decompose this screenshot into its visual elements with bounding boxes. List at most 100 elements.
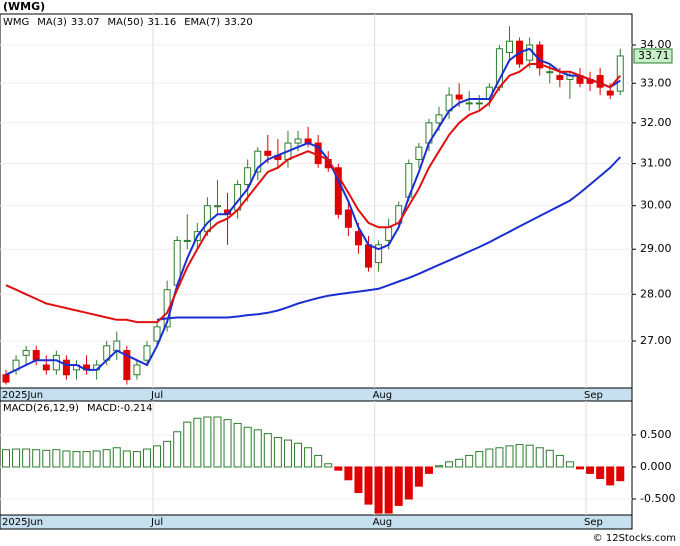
y-tick-label: 28.00 [640, 287, 672, 300]
macd-bar [273, 437, 282, 468]
macd-bar [414, 466, 423, 487]
candle-body [455, 94, 463, 100]
macd-bar [555, 454, 564, 468]
candle-body [254, 150, 262, 173]
x-tick-label: Aug [373, 517, 393, 528]
candle-body [294, 138, 302, 144]
candle-body [435, 114, 443, 124]
price-tag-label: 33.71 [638, 49, 670, 62]
candle-body [183, 239, 191, 242]
macd-bar [112, 447, 121, 468]
legend-value: 33.07 [71, 17, 100, 28]
macd-bar [102, 449, 111, 468]
candle-body [153, 326, 161, 342]
macd-bar [213, 416, 222, 468]
candle-body [475, 102, 483, 105]
macd-bar [344, 466, 353, 481]
candle-body [264, 150, 272, 156]
ma-line [156, 156, 622, 321]
candle-body [123, 350, 131, 381]
macd-bar [596, 466, 605, 479]
macd-bar [253, 429, 262, 468]
legend-value: 33.20 [224, 17, 253, 28]
macd-bar [314, 454, 323, 468]
macd-bar [203, 416, 212, 468]
macd-bar [575, 466, 584, 470]
candle-body [596, 75, 604, 88]
macd-bar [374, 466, 383, 514]
macd-bar [62, 450, 71, 468]
x-tick-label: Jul [150, 517, 163, 528]
macd-bar [354, 466, 363, 494]
macd-bar [283, 439, 292, 468]
legend-ticker: WMG [3, 17, 29, 28]
macd-bar [495, 447, 504, 468]
macd-bar [535, 447, 544, 468]
date-strip [0, 387, 633, 402]
macd-bar [183, 421, 192, 468]
candle-body [606, 90, 614, 96]
candle-body [203, 205, 211, 233]
footer: © 12Stocks.com [593, 533, 676, 544]
candle-body [385, 226, 393, 241]
macd-bar [475, 451, 484, 468]
macd-bar [455, 458, 464, 468]
macd-bar [334, 466, 343, 471]
y-tick-label: 27.00 [640, 334, 672, 347]
macd-bar [153, 445, 162, 468]
candle-body [375, 244, 383, 264]
macd-bar [233, 422, 242, 468]
macd-bar [173, 431, 182, 468]
candle-body [506, 40, 513, 54]
macd-bar [606, 466, 615, 486]
macd-bar [193, 417, 202, 468]
x-tick-label: Sep [584, 390, 603, 401]
candle-body [344, 209, 352, 228]
candle-body [213, 205, 221, 208]
x-tick-label: 2025Jun [2, 390, 43, 401]
y-tick-label: 0.000 [640, 460, 672, 473]
candle-body [546, 71, 554, 74]
macd-bar [294, 442, 303, 468]
macd-bar [72, 451, 81, 468]
y-tick-label: 29.00 [640, 242, 672, 255]
legend-entry: EMA(7) [184, 17, 220, 28]
macd-bar [545, 449, 554, 468]
macd-bar [82, 451, 91, 468]
macd-bar [304, 447, 313, 468]
candle-body [32, 350, 40, 361]
macd-bar [435, 465, 444, 468]
macd-bar [364, 466, 373, 505]
candle-body [133, 364, 141, 376]
chart-title: (WMG) [3, 0, 45, 13]
price-tag [633, 48, 673, 64]
y-tick-label: 31.00 [640, 157, 672, 170]
candle-body [143, 345, 151, 361]
macd-bar [445, 461, 454, 468]
macd-bar [2, 449, 10, 468]
candle-body [334, 167, 342, 215]
y-tick-label: 30.00 [640, 199, 672, 212]
macd-title: MACD(26,12,9) [3, 403, 79, 414]
legend-entry: MA(50) [108, 17, 144, 28]
macd-bar [384, 466, 393, 514]
x-tick-label: 2025Jun [2, 517, 43, 528]
macd-bar [424, 466, 433, 474]
x-tick-label: Jul [150, 390, 163, 401]
candle-body [22, 350, 30, 356]
macd-bar [525, 444, 534, 468]
macd-bar [586, 466, 595, 474]
candle-body [354, 231, 362, 246]
candle-body [42, 364, 50, 371]
macd-bar [515, 444, 524, 468]
macd-bar [22, 448, 31, 468]
macd-bar [616, 466, 625, 482]
macd-bar [505, 445, 514, 468]
candle-body [62, 359, 70, 376]
y-tick-label: 32.00 [640, 116, 672, 129]
legend-value: 31.16 [148, 17, 177, 28]
legend-entry: MA(3) [37, 17, 67, 28]
macd-bar [52, 449, 61, 468]
y-tick-label: 33.00 [640, 76, 672, 89]
